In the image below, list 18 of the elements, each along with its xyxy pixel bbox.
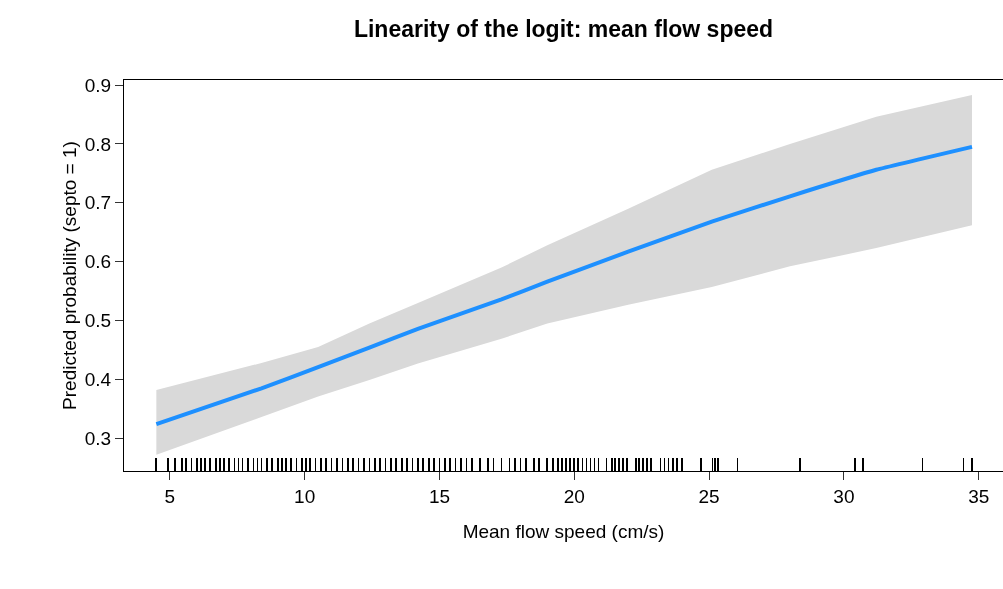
x-tick-label: 10 <box>294 485 316 507</box>
x-tick-label: 35 <box>968 485 990 507</box>
chart-title: Linearity of the logit: mean flow speed <box>353 15 774 42</box>
line-series <box>154 144 974 427</box>
x-tick-label: 25 <box>698 485 720 507</box>
y-tick-label: 0.9 <box>84 74 112 96</box>
y-tick-label: 0.6 <box>84 251 112 273</box>
x-tick-label: 20 <box>563 485 585 507</box>
y-tick-label: 0.8 <box>84 133 112 155</box>
x-axis-title: Mean flow speed (cm/s) <box>462 521 665 542</box>
x-tick-label: 15 <box>428 485 451 507</box>
x-tick-label: 5 <box>164 485 176 507</box>
y-tick-label: 0.5 <box>84 310 112 332</box>
y-tick-label: 0.7 <box>84 192 112 214</box>
y-axis-title: Predicted probability (septo = 1) <box>59 141 80 410</box>
x-tick-label: 30 <box>833 485 855 507</box>
y-tick-label: 0.4 <box>84 369 112 391</box>
y-tick-label: 0.3 <box>84 427 112 449</box>
